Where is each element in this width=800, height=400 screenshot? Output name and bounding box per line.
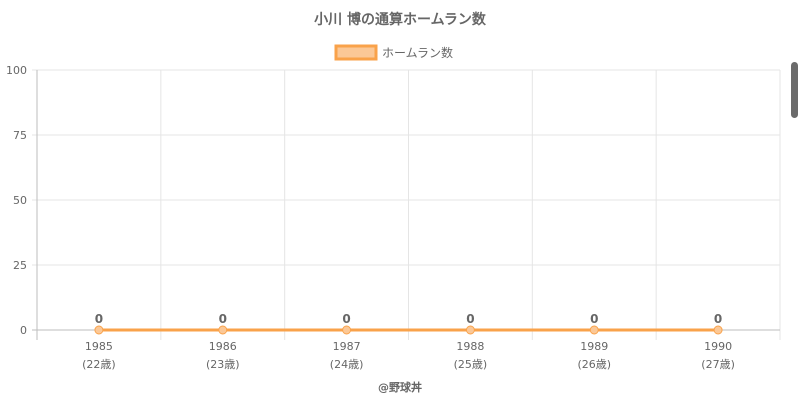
- y-tick-label: 0: [20, 324, 27, 337]
- y-tick-label: 100: [6, 64, 27, 77]
- data-label: 0: [95, 312, 103, 326]
- scrollbar-thumb[interactable]: [791, 62, 798, 118]
- x-tick-label: 1985: [85, 340, 113, 353]
- data-point: [713, 325, 723, 335]
- credit-text: @野球丼: [378, 380, 422, 394]
- data-point: [589, 325, 599, 335]
- legend-swatch[interactable]: [334, 44, 378, 61]
- x-tick-sublabel: (27歳): [701, 358, 735, 371]
- x-tick-label: 1987: [333, 340, 361, 353]
- y-tick-label: 25: [13, 259, 27, 272]
- data-label: 0: [714, 312, 722, 326]
- series: [94, 325, 723, 335]
- x-tick-label: 1986: [209, 340, 237, 353]
- data-point: [465, 325, 475, 335]
- data-point: [94, 325, 104, 335]
- chart-title: 小川 博の通算ホームラン数: [314, 11, 487, 28]
- data-labels: 0 0 0 0 0 0: [95, 312, 723, 326]
- data-point: [342, 325, 352, 335]
- x-tick-label: 1989: [580, 340, 608, 353]
- legend-label[interactable]: ホームラン数: [382, 45, 453, 60]
- data-label: 0: [219, 312, 227, 326]
- data-label: 0: [590, 312, 598, 326]
- legend[interactable]: ホームラン数: [334, 44, 453, 61]
- x-tick-sublabel: (24歳): [330, 358, 364, 371]
- x-tick-label: 1988: [456, 340, 484, 353]
- data-point: [218, 325, 228, 335]
- data-label: 0: [342, 312, 350, 326]
- data-label: 0: [466, 312, 474, 326]
- x-tick-sublabel: (26歳): [577, 358, 611, 371]
- y-tick-label: 75: [13, 129, 27, 142]
- x-axis-ticks: 1985 (22歳) 1986 (23歳) 1987 (24歳) 1988 (25歳) 1989…: [82, 340, 735, 371]
- x-tick-sublabel: (23歳): [206, 358, 240, 371]
- y-tick-label: 50: [13, 194, 27, 207]
- x-tick-label: 1990: [704, 340, 732, 353]
- axes: [32, 70, 780, 340]
- x-tick-sublabel: (22歳): [82, 358, 116, 371]
- y-axis-ticks: 0 25 50 75 100: [6, 64, 27, 337]
- x-tick-sublabel: (25歳): [454, 358, 488, 371]
- grid: [32, 69, 781, 340]
